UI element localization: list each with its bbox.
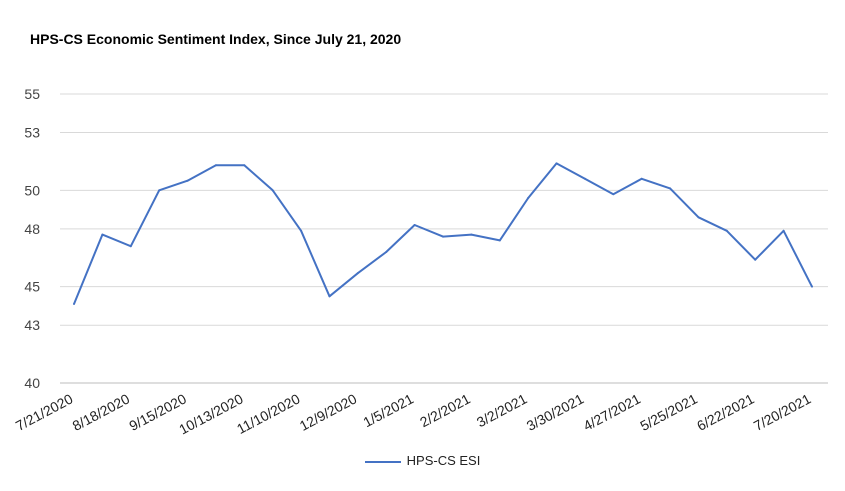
x-tick-label: 3/30/2021 — [524, 390, 587, 433]
x-axis-ticks: 7/21/20208/18/20209/15/202010/13/202011/… — [13, 390, 814, 437]
x-tick-label: 3/2/2021 — [474, 390, 530, 430]
x-tick-label: 4/27/2021 — [581, 390, 644, 433]
data-point — [669, 187, 672, 190]
data-point — [73, 303, 75, 306]
y-tick-label: 43 — [24, 317, 40, 333]
legend-label: HPS-CS ESI — [406, 453, 481, 468]
data-point — [697, 216, 700, 219]
data-point — [328, 295, 331, 298]
y-tick-label: 50 — [24, 182, 40, 198]
data-point — [640, 177, 643, 180]
data-point — [300, 229, 303, 232]
x-tick-label: 11/10/2020 — [234, 390, 303, 437]
x-tick-label: 12/9/2020 — [297, 390, 360, 433]
data-point — [583, 177, 586, 180]
x-tick-label: 8/18/2020 — [70, 390, 133, 433]
data-point — [129, 245, 132, 248]
x-tick-label: 5/25/2021 — [637, 390, 700, 433]
data-point — [470, 233, 473, 236]
x-tick-label: 6/22/2021 — [694, 390, 757, 433]
data-point — [243, 164, 246, 167]
y-tick-label: 40 — [24, 375, 40, 391]
data-point — [442, 235, 444, 238]
x-tick-label: 7/21/2020 — [13, 390, 76, 433]
data-point — [101, 233, 104, 236]
data-point — [725, 229, 728, 232]
legend-swatch — [364, 460, 401, 463]
data-point — [527, 197, 530, 200]
y-tick-label: 53 — [24, 125, 40, 141]
x-tick-label: 2/2/2021 — [417, 390, 473, 430]
y-tick-label: 48 — [24, 221, 40, 237]
y-tick-label: 55 — [24, 86, 40, 102]
data-point — [214, 164, 217, 167]
x-tick-label: 1/5/2021 — [360, 390, 416, 430]
data-point — [612, 193, 615, 196]
series-lines — [73, 162, 813, 306]
data-point — [782, 229, 785, 232]
data-point — [356, 272, 359, 275]
data-point — [186, 179, 189, 182]
data-point — [413, 224, 416, 227]
x-tick-label: 10/13/2020 — [176, 390, 246, 437]
y-tick-label: 45 — [24, 279, 40, 295]
data-point — [811, 285, 813, 288]
y-axis-ticks: 40 43 45 48 50 53 55 — [24, 86, 40, 391]
series-line — [73, 162, 813, 305]
data-point — [158, 189, 161, 192]
data-point — [498, 239, 501, 242]
data-point — [385, 250, 388, 253]
gridlines — [60, 93, 828, 384]
x-tick-label: 7/20/2021 — [751, 390, 814, 433]
data-point — [271, 189, 274, 192]
data-point — [555, 162, 558, 165]
data-point — [754, 258, 757, 261]
chart-title: HPS-CS Economic Sentiment Index, Since J… — [30, 31, 402, 47]
legend: HPS-CS ESI — [0, 453, 845, 468]
